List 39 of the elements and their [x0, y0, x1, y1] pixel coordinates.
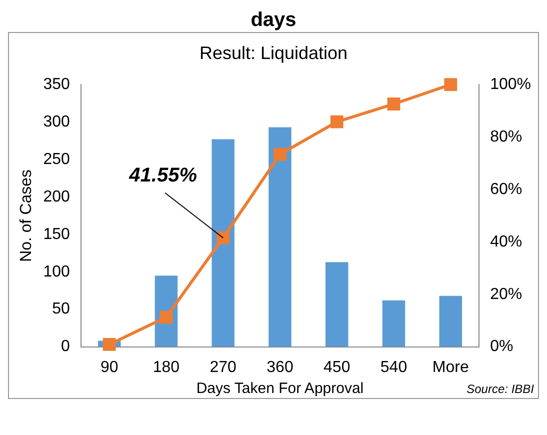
bar [212, 139, 234, 347]
source-note: Source: IBBI [466, 382, 534, 396]
point [330, 115, 344, 128]
y-tick-label: 50 [52, 300, 70, 318]
y-tick-label: 350 [43, 76, 70, 94]
y2-tick-label: 80% [490, 128, 522, 146]
y-axis-title: No. of Cases [18, 169, 36, 262]
y2-tick-label: 100% [490, 76, 531, 94]
x-tick-label: 270 [210, 358, 237, 376]
point [216, 231, 230, 244]
data-label: 41.55% [128, 164, 198, 186]
point [274, 148, 286, 161]
y-tick-label: 150 [43, 226, 70, 243]
x-tick-label: More [432, 358, 469, 376]
point [102, 338, 116, 351]
bar [382, 300, 406, 347]
x-axis-title: Days Taken For Approval [196, 380, 364, 398]
x-tick-label: 180 [152, 358, 180, 376]
y2-tick-label: 20% [490, 286, 522, 303]
y2-tick-label: 0% [490, 338, 514, 356]
point [387, 98, 400, 110]
bar [439, 296, 462, 347]
bar [268, 127, 292, 347]
y-tick-label: 200 [43, 188, 70, 206]
y2-tick-label: 60% [490, 180, 522, 198]
bar [325, 262, 348, 347]
x-tick-label: 90 [100, 358, 118, 376]
y-tick-label: 300 [43, 113, 70, 130]
x-tick-label: 450 [324, 358, 350, 376]
x-tick-label: 360 [266, 358, 294, 376]
y2-tick-label: 40% [490, 233, 522, 250]
y-tick-label: 250 [43, 150, 70, 168]
y-tick-label: 0 [60, 338, 70, 356]
chart-subtitle: Result: Liquidation [199, 42, 348, 63]
point [160, 310, 173, 324]
y-tick-label: 100 [43, 263, 70, 280]
chart-title: days [250, 8, 298, 32]
point [444, 78, 458, 92]
x-tick-label: 540 [380, 358, 408, 376]
